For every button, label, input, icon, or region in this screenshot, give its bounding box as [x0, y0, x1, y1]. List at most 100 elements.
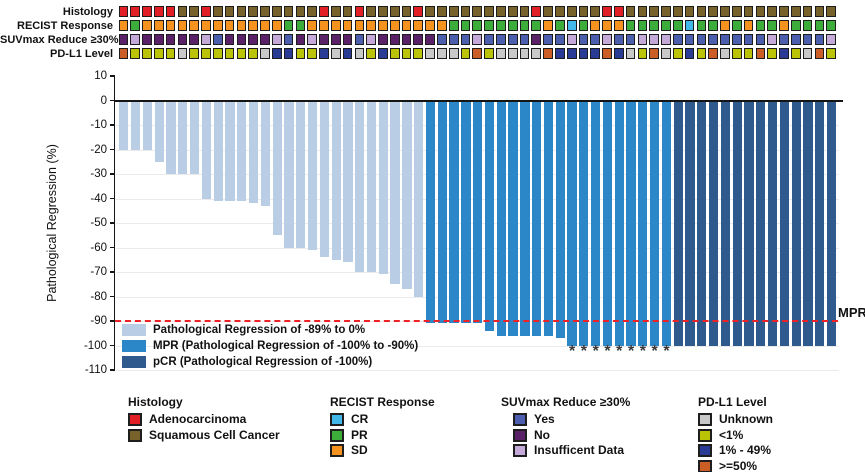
track-cell	[755, 20, 766, 31]
track-cell	[555, 20, 565, 31]
track-cell	[625, 6, 636, 17]
track-cell	[731, 6, 742, 17]
track-cell	[212, 20, 223, 31]
track-cell	[165, 48, 176, 59]
bar	[189, 101, 200, 174]
track-cell	[460, 34, 471, 45]
track-cell	[389, 20, 400, 31]
track-cell	[189, 34, 200, 45]
track-cell	[696, 20, 707, 31]
track-row: PD-L1 Level	[0, 48, 865, 60]
bar	[425, 101, 436, 324]
track-cell	[271, 48, 282, 59]
zero-baseline	[113, 99, 843, 102]
track-cell	[578, 6, 589, 17]
track-cell	[153, 20, 164, 31]
bar	[473, 101, 483, 324]
track-cell	[271, 6, 282, 17]
bar	[154, 101, 164, 162]
track-cell	[236, 20, 247, 31]
track-cell	[602, 6, 612, 17]
track-cell	[212, 48, 223, 59]
chart-legend-label: MPR (Pathological Regression of -100% to…	[153, 340, 419, 352]
track-cell	[130, 6, 141, 17]
track-cell	[165, 34, 176, 45]
track-cell	[531, 6, 542, 17]
track-cell	[672, 34, 683, 45]
track-cell	[319, 34, 329, 45]
track-cell	[802, 20, 813, 31]
track-cell	[708, 34, 719, 45]
bar	[119, 101, 129, 150]
track-cell	[330, 34, 341, 45]
track-cell	[637, 34, 648, 45]
track-cell	[555, 34, 565, 45]
track-cell	[496, 6, 506, 17]
track-cell	[354, 34, 365, 45]
track-cell	[649, 48, 660, 59]
track-cell	[401, 34, 412, 45]
track-cell	[802, 6, 813, 17]
track-cell	[425, 34, 435, 45]
legend-item-label: <1%	[719, 427, 744, 442]
bar	[284, 101, 294, 248]
track-cell	[342, 6, 353, 17]
bar	[166, 101, 176, 174]
track-cell	[755, 34, 766, 45]
track-cell	[177, 34, 188, 45]
bar	[649, 101, 660, 346]
bar	[791, 101, 801, 346]
legend-item-label: Unknown	[719, 412, 773, 426]
track-cell	[236, 34, 247, 45]
y-tick-label: -110	[84, 364, 107, 376]
track-cell	[260, 48, 270, 59]
track-cell	[472, 48, 483, 59]
legend-item-label: Insufficent Data	[534, 443, 625, 457]
track-cell	[590, 34, 601, 45]
track-cell	[519, 34, 530, 45]
y-tick-label: -70	[90, 266, 107, 278]
bar	[803, 101, 813, 346]
bar	[378, 101, 388, 275]
bar	[449, 101, 459, 324]
track-cell	[307, 48, 317, 59]
legend-swatch	[513, 444, 527, 457]
track-cell	[802, 48, 813, 59]
bar	[260, 101, 271, 206]
y-tick-mark	[110, 197, 115, 200]
track-cell	[165, 6, 176, 17]
track-cell	[649, 6, 660, 17]
track-cell	[484, 20, 494, 31]
bar	[555, 101, 565, 339]
significance-asterisk: *	[663, 343, 670, 360]
track-cell	[236, 6, 247, 17]
track-row: SUVmax Reduce ≥30%	[0, 34, 865, 46]
track-cell	[366, 20, 376, 31]
bar	[708, 101, 719, 346]
y-tick-label: -80	[90, 290, 107, 303]
track-cell	[413, 48, 424, 59]
bar	[520, 101, 530, 336]
track-cell	[767, 48, 778, 59]
track-cell	[543, 6, 553, 17]
track-cell	[212, 34, 223, 45]
track-cell	[437, 20, 447, 31]
track-cell	[720, 48, 730, 59]
bar	[591, 101, 601, 346]
bar	[201, 101, 212, 199]
track-cell	[590, 20, 601, 31]
track-cell	[790, 20, 801, 31]
bar	[248, 101, 259, 204]
bar	[508, 101, 518, 336]
legend-item-label: PR	[351, 427, 368, 442]
track-cell	[743, 20, 754, 31]
track-cell	[413, 20, 424, 31]
track-cell	[802, 34, 813, 45]
track-cell	[779, 34, 789, 45]
track-cell	[448, 34, 459, 45]
track-cell	[566, 20, 577, 31]
legend-item-label: No	[534, 427, 550, 442]
track-cell	[519, 48, 530, 59]
track-cell	[472, 6, 483, 17]
